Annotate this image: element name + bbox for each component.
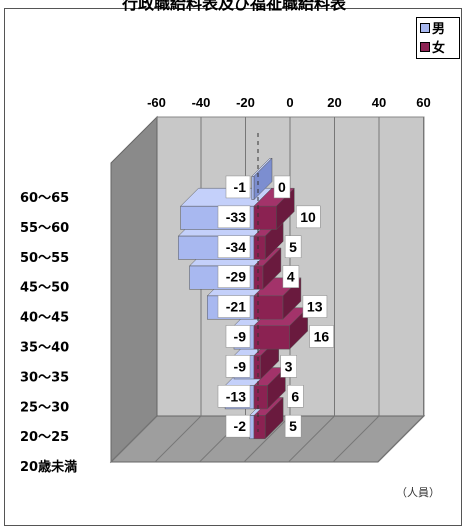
data-label-female: 5	[289, 418, 297, 434]
category-label: 45〜50	[20, 281, 69, 296]
data-label-female: 3	[285, 358, 293, 374]
data-label-box-male	[217, 235, 251, 258]
x-tick-label: -40	[192, 95, 211, 110]
data-label-box-female	[284, 235, 302, 258]
data-label-female: 10	[300, 209, 316, 225]
floor-gridline-0	[110, 415, 157, 463]
data-label-male: -9	[234, 358, 247, 374]
category-label: 20歳未満	[20, 459, 77, 475]
chart-title: 行政職給料表及び福祉職給料表	[121, 0, 346, 13]
data-label-box-male	[225, 355, 251, 378]
x-tick-label: 20	[327, 95, 341, 110]
floor-gridline-5	[332, 415, 380, 463]
floor-gridline-6	[377, 415, 424, 463]
data-label-box-male	[217, 295, 251, 318]
bar-male	[251, 176, 255, 200]
legend-label-male: 男	[432, 22, 446, 37]
category-label: 20〜25	[20, 430, 69, 445]
legend-label-female: 女	[432, 41, 446, 56]
data-label-female: 13	[307, 299, 323, 315]
data-label-female: 6	[291, 388, 299, 404]
data-label-box-male	[217, 205, 251, 229]
category-label: 30〜35	[20, 370, 69, 385]
data-label-male: -21	[226, 299, 246, 315]
data-label-box-female	[280, 355, 297, 378]
unit-label: （人員）	[396, 486, 440, 499]
x-tick-label: -20	[236, 95, 255, 110]
floor-gridline-1	[154, 415, 202, 463]
bar-female	[253, 355, 261, 380]
category-label: 55〜60	[20, 221, 69, 236]
category-label: 25〜30	[20, 400, 69, 415]
data-label-male: -13	[226, 388, 246, 404]
data-label-box-male	[217, 385, 251, 408]
data-label-box-male	[225, 414, 251, 438]
data-label-box-female	[296, 205, 321, 229]
legend-swatch-female	[420, 41, 430, 52]
data-label-female: 0	[278, 179, 286, 195]
x-tick-label: 60	[416, 95, 430, 110]
data-label-box-female	[273, 175, 291, 199]
category-label: 40〜45	[20, 311, 69, 326]
data-label-box-female	[282, 265, 300, 288]
floor-gridline-3	[243, 415, 291, 463]
category-label: 35〜40	[20, 340, 69, 355]
legend-item-female: 女	[417, 37, 459, 56]
data-label-box-male	[225, 175, 251, 199]
data-label-female: 16	[314, 328, 330, 344]
data-label-female: 5	[289, 239, 297, 255]
category-label: 50〜55	[20, 251, 69, 266]
x-tick-label: 0	[286, 95, 293, 110]
data-label-box-female	[309, 325, 334, 348]
legend: 男 女	[416, 17, 460, 59]
data-label-female: 4	[287, 269, 295, 285]
data-label-box-female	[284, 414, 302, 438]
bar-female	[253, 385, 268, 410]
data-label-box-female	[287, 385, 304, 408]
legend-swatch-male	[420, 22, 430, 33]
data-label-box-female	[302, 295, 328, 318]
bar-female	[253, 205, 277, 230]
category-label: 60〜65	[20, 191, 69, 206]
data-label-male: -9	[234, 328, 247, 344]
data-label-male: -34	[226, 239, 246, 255]
data-label-male: -33	[226, 209, 246, 225]
bar-female	[253, 415, 266, 440]
legend-item-male: 男	[417, 18, 459, 37]
bar-female	[253, 235, 266, 260]
data-label-male: -2	[234, 418, 247, 434]
side-wall	[110, 115, 158, 464]
data-label-male: -1	[234, 179, 247, 195]
data-label-box-male	[225, 325, 251, 348]
bar-female	[253, 295, 284, 320]
data-label-male: -29	[226, 269, 246, 285]
floor-gridline-4	[288, 415, 335, 463]
x-tick-label: 40	[372, 95, 386, 110]
x-tick-label: -60	[147, 95, 166, 110]
bar-female	[253, 325, 290, 350]
data-label-box-male	[217, 265, 251, 288]
